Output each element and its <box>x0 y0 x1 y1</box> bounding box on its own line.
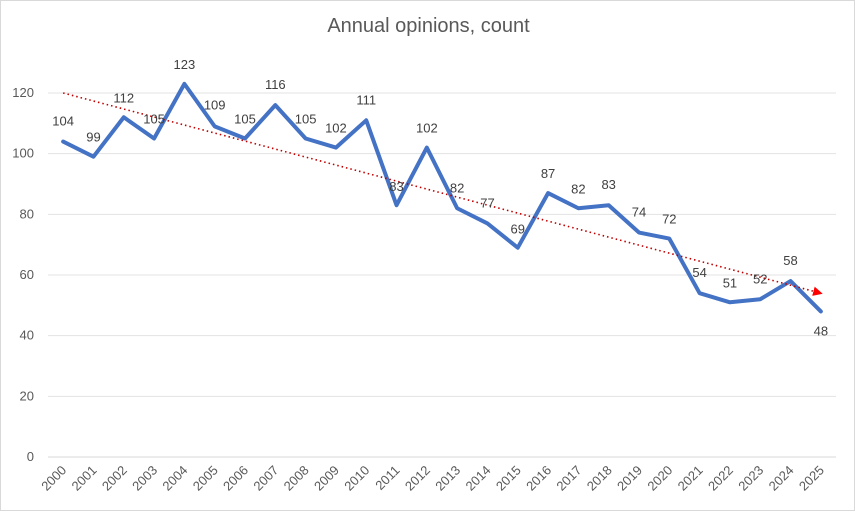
data-label: 58 <box>783 253 797 268</box>
data-label: 105 <box>295 112 317 127</box>
y-tick-label: 60 <box>20 267 34 282</box>
data-label: 77 <box>480 195 494 210</box>
x-tick-label: 2020 <box>644 463 675 494</box>
x-tick-label: 2017 <box>553 463 584 494</box>
x-tick-label: 2004 <box>159 463 190 494</box>
data-label: 102 <box>325 121 347 136</box>
data-label: 82 <box>571 181 585 196</box>
data-label: 104 <box>52 114 74 129</box>
y-tick-label: 120 <box>12 85 34 100</box>
x-tick-label: 2019 <box>614 463 645 494</box>
x-tick-label: 2010 <box>341 463 372 494</box>
data-label: 74 <box>632 205 646 220</box>
x-tick-label: 2015 <box>493 463 524 494</box>
x-tick-label: 2014 <box>463 463 494 494</box>
data-label: 105 <box>143 112 165 127</box>
data-label: 87 <box>541 166 555 181</box>
series-line <box>61 81 823 314</box>
data-label: 99 <box>86 130 100 145</box>
x-tick-label: 2012 <box>402 463 433 494</box>
x-tick-label: 2009 <box>311 463 342 494</box>
y-tick-label: 20 <box>20 388 34 403</box>
y-tick-label: 0 <box>27 449 34 464</box>
data-label: 116 <box>265 77 286 92</box>
x-tick-label: 2021 <box>675 463 706 494</box>
x-tick-label: 2005 <box>190 463 221 494</box>
x-tick-label: 2008 <box>281 463 312 494</box>
x-tick-label: 2000 <box>38 463 69 494</box>
x-tick-label: 2001 <box>69 463 100 494</box>
data-label: 54 <box>692 265 706 280</box>
x-tick-label: 2006 <box>220 463 251 494</box>
x-tick-label: 2016 <box>523 463 554 494</box>
data-label: 102 <box>416 121 438 136</box>
x-tick-label: 2025 <box>796 463 827 494</box>
x-tick-label: 2018 <box>584 463 615 494</box>
data-label: 48 <box>814 323 828 338</box>
data-label: 82 <box>450 180 464 195</box>
x-tick-label: 2011 <box>372 463 402 493</box>
data-label: 72 <box>662 212 676 227</box>
data-label: 109 <box>204 97 226 112</box>
x-tick-label: 2024 <box>766 463 797 494</box>
data-label: 52 <box>753 271 767 286</box>
trendline <box>62 92 823 296</box>
data-label: 83 <box>389 179 403 194</box>
x-tick-label: 2002 <box>99 463 130 494</box>
data-label: 123 <box>174 57 196 72</box>
x-tick-label: 2013 <box>432 463 463 494</box>
data-label: 112 <box>113 90 134 105</box>
data-label: 69 <box>511 222 525 237</box>
x-tick-label: 2023 <box>735 463 766 494</box>
y-tick-label: 80 <box>20 206 34 221</box>
x-tick-label: 2022 <box>705 463 736 494</box>
data-label: 83 <box>601 177 615 192</box>
x-tick-label: 2003 <box>129 463 160 494</box>
x-tick-label: 2007 <box>250 463 281 494</box>
chart-title: Annual opinions, count <box>327 15 530 37</box>
data-label: 105 <box>234 112 256 127</box>
y-tick-label: 100 <box>12 146 34 161</box>
data-label: 111 <box>356 92 376 107</box>
data-label: 51 <box>723 275 737 290</box>
y-tick-label: 40 <box>20 328 34 343</box>
